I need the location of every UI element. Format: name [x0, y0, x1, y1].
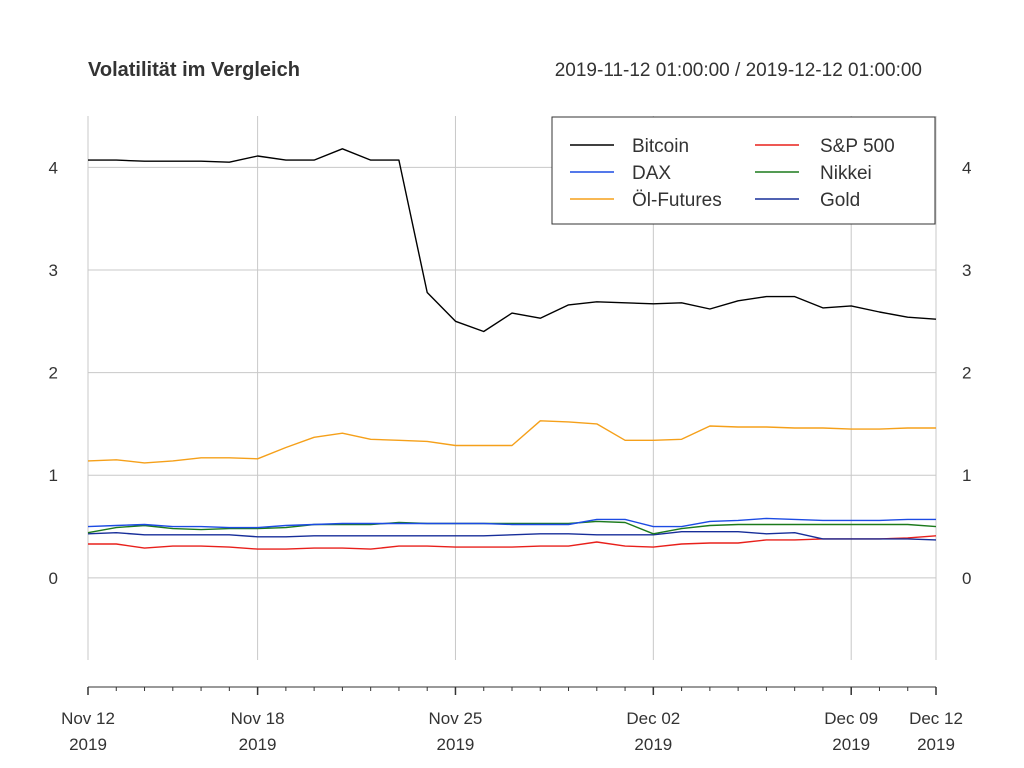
legend: Bitcoin S&P 500 DAX Nikkei Öl-Futures Gold: [551, 116, 936, 225]
x-tick-year-label: 2019: [69, 735, 107, 754]
y-tick-label-right: 2: [962, 364, 971, 383]
x-tick-label: Dec 09: [824, 709, 878, 728]
y-tick-label-right: 0: [962, 569, 971, 588]
x-tick-label: Dec 02: [626, 709, 680, 728]
x-tick-label: Nov 18: [231, 709, 285, 728]
series-line-4: [87, 420, 936, 464]
legend-label: Nikkei: [820, 163, 872, 184]
series-line-2: [87, 517, 936, 529]
x-tick-label: Nov 25: [429, 709, 483, 728]
legend-label: DAX: [632, 163, 671, 184]
y-tick-label-right: 1: [962, 466, 971, 485]
series-lines: [87, 148, 937, 550]
x-tick-label: Nov 12: [61, 709, 115, 728]
y-tick-label-right: 4: [962, 158, 971, 177]
series-line-3: [87, 520, 937, 535]
legend-box: [551, 116, 936, 225]
y-tick-label-left: 4: [49, 158, 58, 177]
x-tick-year-label: 2019: [832, 735, 870, 754]
chart-date-range: 2019-11-12 01:00:00 / 2019-12-12 01:00:0…: [555, 60, 922, 81]
x-tick-year-label: 2019: [917, 735, 955, 754]
grid: [87, 116, 937, 660]
legend-label: S&P 500: [820, 136, 895, 157]
y-tick-label-right: 3: [962, 261, 971, 280]
y-tick-label-left: 0: [49, 569, 58, 588]
legend-label: Bitcoin: [632, 136, 689, 157]
y-tick-label-left: 1: [49, 466, 58, 485]
legend-label: Öl-Futures: [632, 190, 722, 211]
x-tick-year-label: 2019: [437, 735, 475, 754]
chart-title: Volatilität im Vergleich: [88, 59, 300, 81]
series-line-5: [87, 531, 937, 541]
y-tick-label-left: 3: [49, 261, 58, 280]
series-line-0: [88, 148, 937, 333]
y-axis-tick-labels: 0 0 1 1 2 2 3 3 4 4: [49, 158, 972, 588]
x-tick-year-label: 2019: [239, 735, 277, 754]
series-line-1: [88, 535, 937, 550]
x-tick-label: Dec 12: [909, 709, 963, 728]
y-tick-label-left: 2: [49, 364, 58, 383]
x-axis: Nov 12 2019 Nov 18 2019 Nov 25 2019 Dec 02 2019…: [61, 686, 963, 754]
legend-label: Gold: [820, 190, 860, 211]
x-tick-year-label: 2019: [634, 735, 672, 754]
